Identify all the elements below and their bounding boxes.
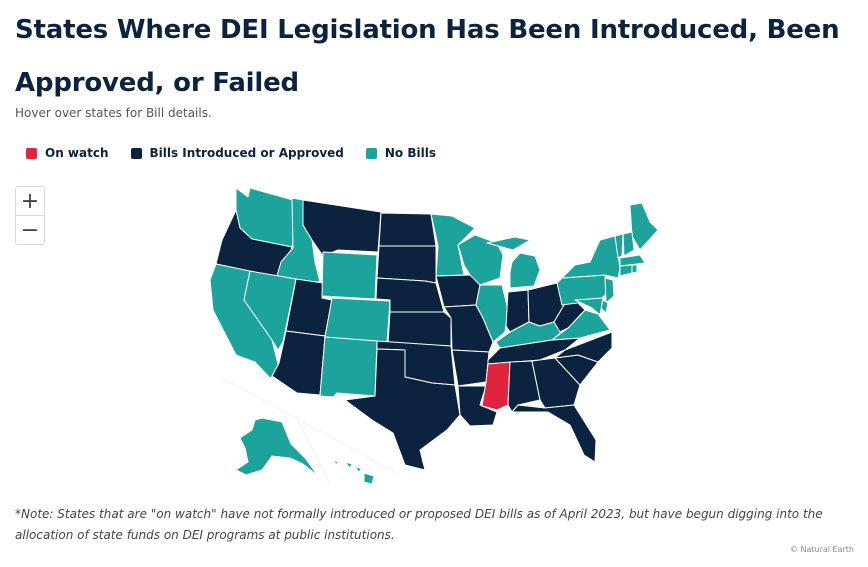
state-new-york[interactable]	[561, 235, 621, 279]
state-texas[interactable]	[344, 348, 461, 471]
state-montana[interactable]	[302, 199, 382, 257]
state-colorado[interactable]	[324, 297, 391, 344]
state-new-hampshire[interactable]	[622, 231, 635, 257]
state-illinois[interactable]	[475, 284, 509, 343]
state-north-carolina[interactable]	[554, 331, 613, 363]
state-wisconsin[interactable]	[457, 234, 504, 286]
legend: On watch Bills Introduced or Approved No…	[26, 146, 458, 160]
state-new-mexico[interactable]	[319, 336, 378, 398]
state-michigan[interactable]	[486, 236, 541, 289]
legend-item-bills[interactable]: Bills Introduced or Approved	[130, 146, 344, 160]
state-florida[interactable]	[511, 404, 597, 463]
subtitle: Hover over states for Bill details.	[15, 106, 212, 120]
legend-item-on-watch[interactable]: On watch	[26, 146, 109, 160]
state-vermont[interactable]	[614, 233, 624, 259]
legend-item-no-bills[interactable]: No Bills	[365, 146, 436, 160]
zoom-out-button[interactable]: −	[16, 215, 44, 244]
legend-swatch-on-watch	[26, 147, 37, 159]
state-rhode-island[interactable]	[631, 264, 638, 274]
state-new-jersey[interactable]	[604, 277, 615, 304]
state-maryland[interactable]	[574, 297, 604, 316]
zoom-in-button[interactable]: +	[20, 188, 40, 214]
legend-label-on-watch: On watch	[45, 146, 109, 160]
page-title: States Where DEI Legislation Has Been In…	[15, 15, 840, 98]
state-kansas[interactable]	[387, 311, 452, 347]
map-credit: © Natural Earth	[789, 545, 854, 554]
state-connecticut[interactable]	[619, 264, 633, 277]
legend-label-bills: Bills Introduced or Approved	[149, 146, 344, 160]
state-massachusetts[interactable]	[619, 254, 646, 267]
state-minnesota[interactable]	[430, 213, 476, 277]
legend-swatch-no-bills	[365, 147, 377, 159]
zoom-control: + −	[15, 186, 45, 245]
state-wyoming[interactable]	[321, 251, 378, 300]
legend-swatch-bills	[130, 147, 142, 159]
legend-label-no-bills: No Bills	[384, 146, 436, 160]
state-north-dakota[interactable]	[378, 212, 437, 247]
footnote: *Note: States that are "on watch" have n…	[15, 507, 823, 542]
state-arkansas[interactable]	[451, 349, 490, 387]
state-iowa[interactable]	[435, 274, 481, 308]
state-alaska[interactable]	[235, 417, 319, 477]
state-maine[interactable]	[629, 202, 659, 251]
state-hawaii[interactable]	[333, 459, 375, 485]
state-south-dakota[interactable]	[376, 245, 437, 284]
